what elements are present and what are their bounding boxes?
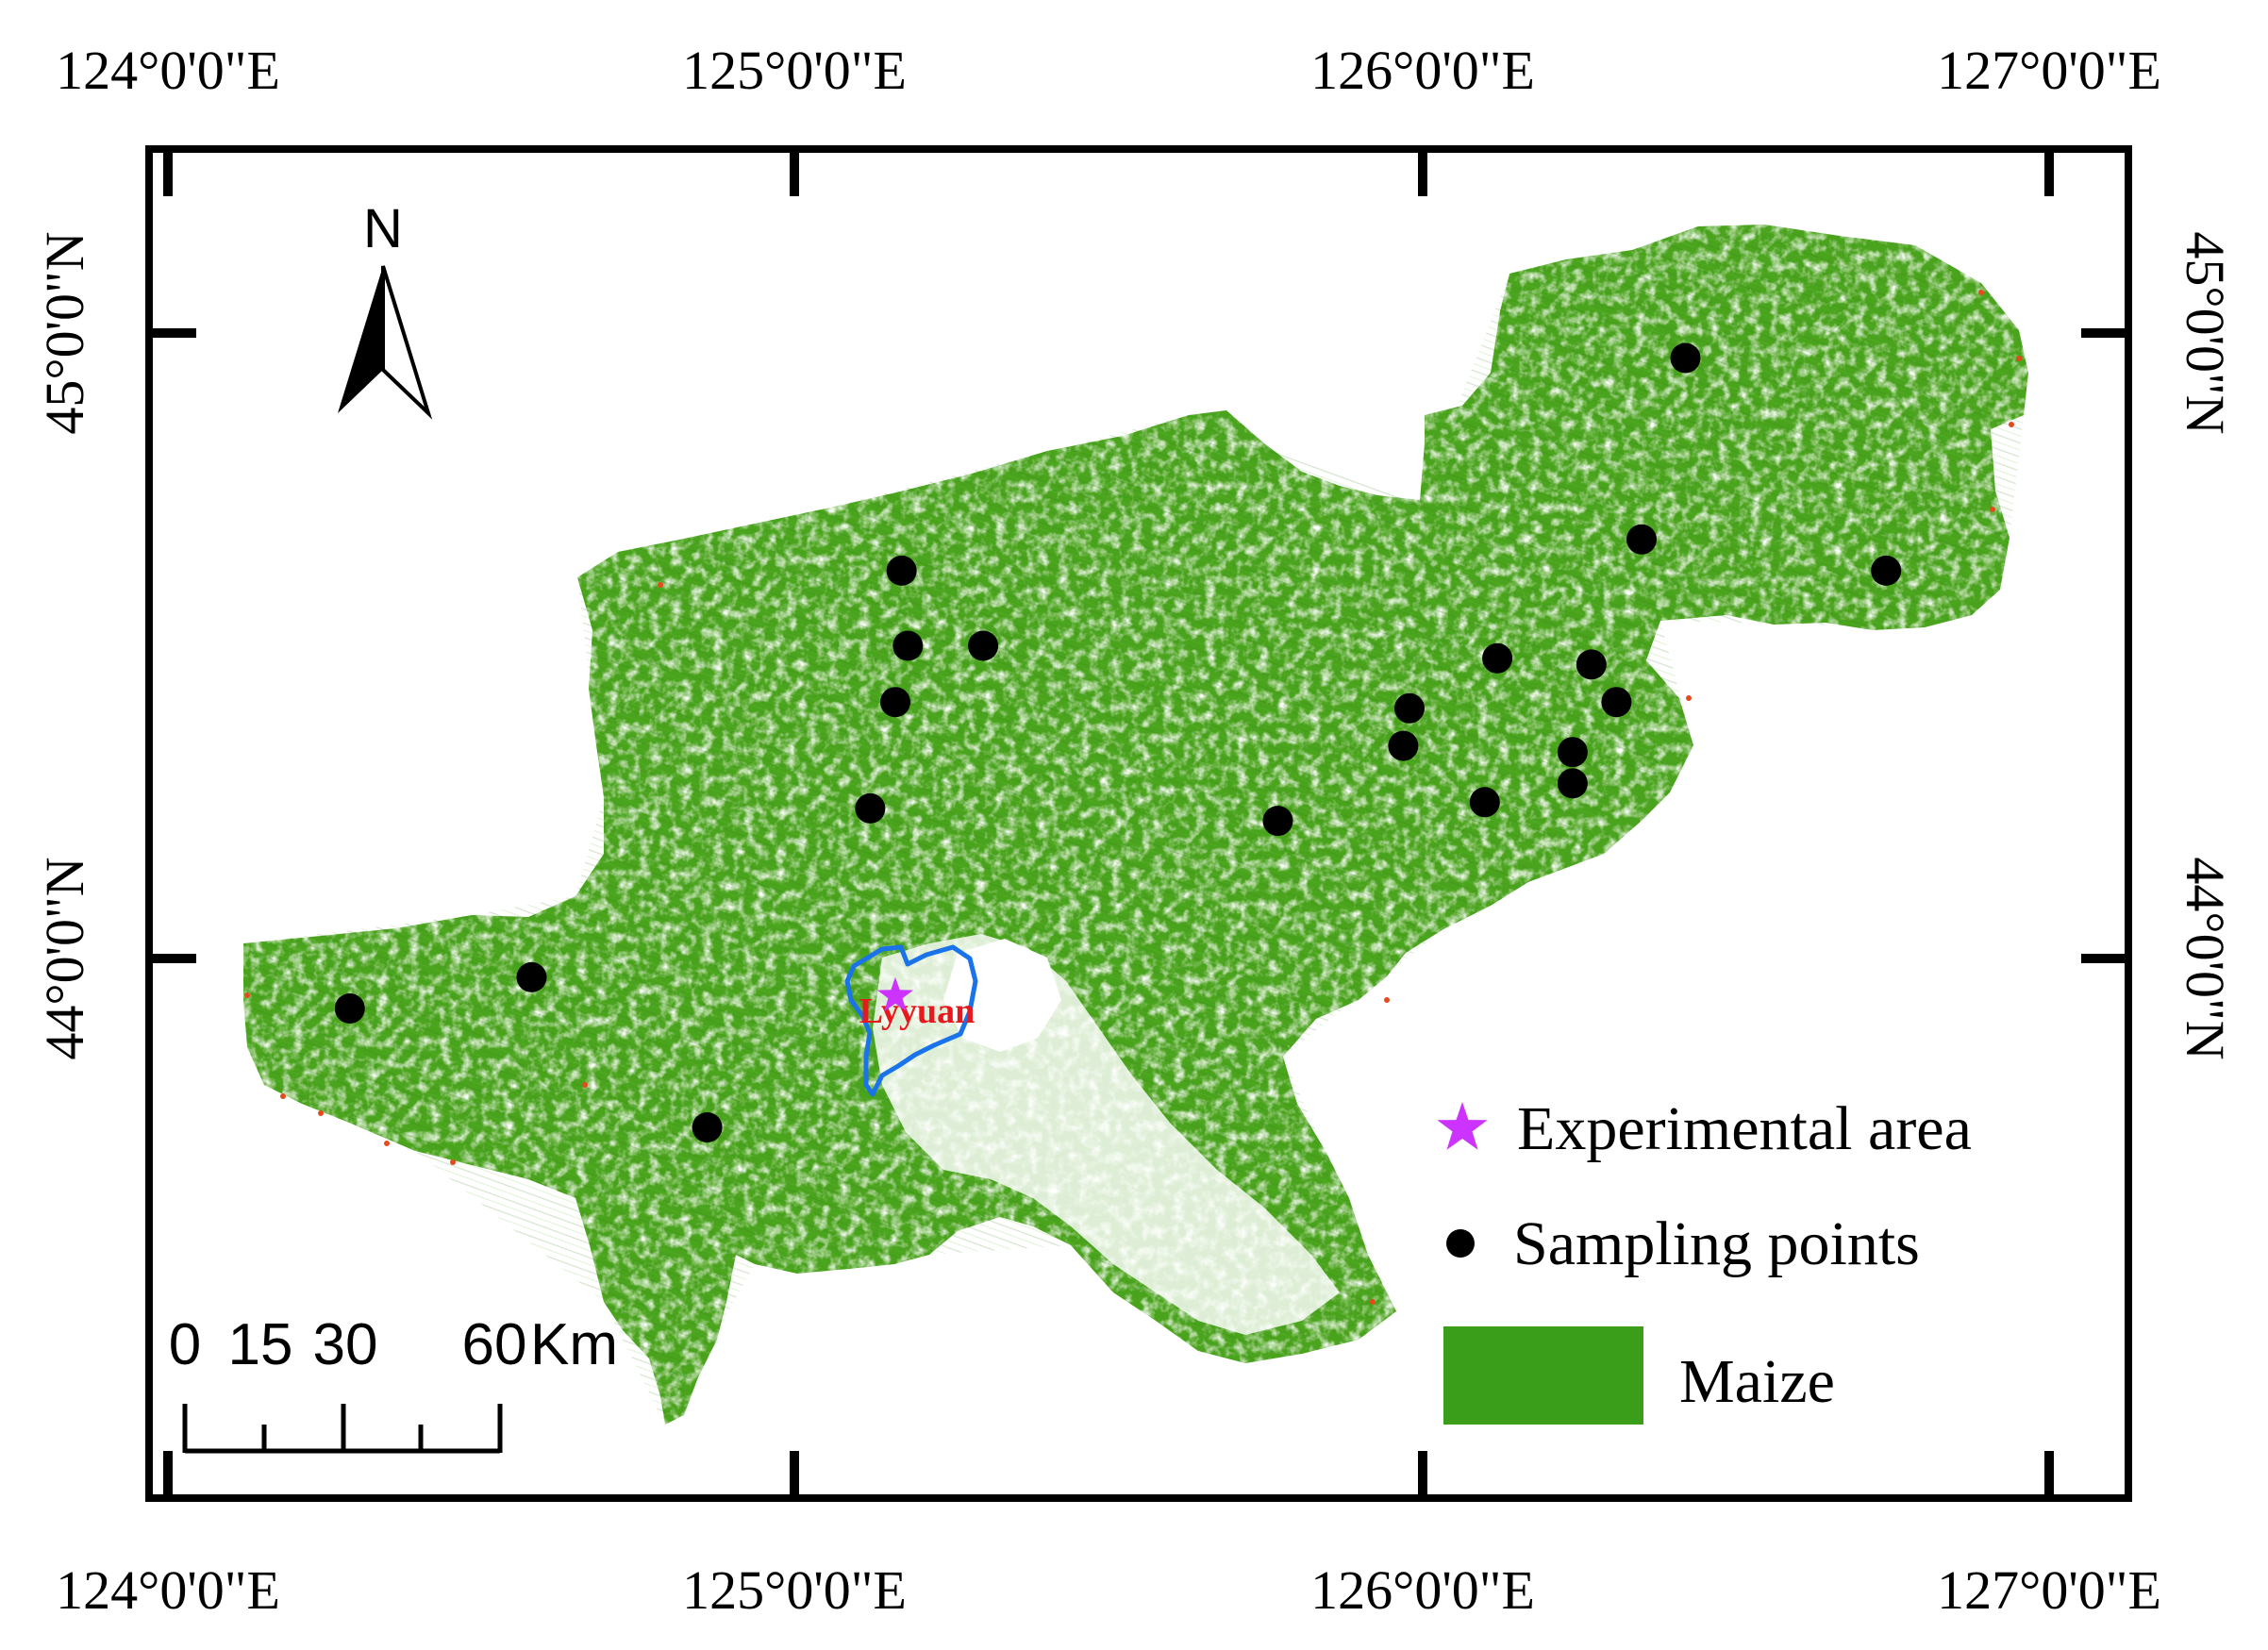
- sampling-point: [1601, 687, 1632, 718]
- bottom-label-126e: 126°0'0"E: [1310, 1559, 1535, 1621]
- scale-bar: 0 15 30 60 Km: [169, 1312, 618, 1454]
- top-label-126e: 126°0'0"E: [1310, 40, 1535, 101]
- top-label-125e: 125°0'0"E: [682, 40, 907, 101]
- north-arrow-left-half: [338, 266, 383, 413]
- sampling-point: [892, 630, 924, 661]
- map-frame: [145, 145, 2132, 1502]
- scale-label-30: 30: [313, 1312, 378, 1377]
- scale-label-60: 60: [462, 1312, 527, 1377]
- scale-label-0: 0: [169, 1312, 201, 1377]
- sampling-point: [1394, 692, 1425, 724]
- right-label-45n: 45°0'0"N: [2175, 231, 2236, 434]
- experimental-site-star: [877, 976, 913, 1011]
- experimental-area-boundary: [844, 944, 978, 1097]
- bottom-label-124e: 124°0'0"E: [56, 1559, 280, 1621]
- north-arrow-right-half: [381, 265, 433, 420]
- legend: Experimental area Sampling points Maize: [1437, 1094, 1972, 1425]
- left-label-44n: 44°0'0"N: [34, 857, 95, 1059]
- north-arrow-label: N: [363, 198, 403, 259]
- sampling-point: [334, 993, 365, 1024]
- left-coordinate-labels: 45°0'0"N 44°0'0"N: [34, 231, 95, 1059]
- sampling-point: [1262, 806, 1293, 837]
- sampling-point: [1626, 524, 1657, 555]
- sampling-point: [880, 687, 910, 718]
- maize-region: [243, 225, 2028, 1425]
- legend-point-icon: [1446, 1229, 1475, 1258]
- sampling-point: [1482, 642, 1513, 674]
- frame-ticks: [149, 149, 2128, 1498]
- legend-label-experimental-area: Experimental area: [1517, 1094, 1972, 1163]
- legend-maize-swatch: [1443, 1326, 1643, 1425]
- sampling-point: [1557, 737, 1588, 768]
- north-arrow: N: [338, 198, 433, 420]
- scale-label-15: 15: [228, 1312, 293, 1377]
- bottom-label-125e: 125°0'0"E: [682, 1559, 907, 1621]
- top-label-127e: 127°0'0"E: [1937, 40, 2161, 101]
- top-label-124e: 124°0'0"E: [56, 40, 280, 101]
- bottom-coordinate-labels: 124°0'0"E 125°0'0"E 126°0'0"E 127°0'0"E: [56, 1559, 2161, 1621]
- top-coordinate-labels: 124°0'0"E 125°0'0"E 126°0'0"E 127°0'0"E: [56, 40, 2161, 101]
- sampling-point: [855, 792, 886, 824]
- right-coordinate-labels: 45°0'0"N 44°0'0"N: [2175, 231, 2236, 1059]
- sampling-point: [1670, 342, 1701, 374]
- scale-unit: Km: [530, 1312, 618, 1377]
- sampling-point: [968, 630, 999, 661]
- legend-label-maize: Maize: [1679, 1347, 1835, 1416]
- sampling-points: [334, 342, 1902, 1142]
- legend-label-sampling-points: Sampling points: [1513, 1209, 1920, 1278]
- sampling-point: [516, 961, 547, 992]
- experimental-area-label: Lyyuan: [859, 992, 976, 1031]
- sampling-point: [1557, 768, 1588, 799]
- sampling-point: [692, 1112, 723, 1142]
- sampling-point: [1871, 555, 1902, 586]
- left-label-45n: 45°0'0"N: [34, 231, 95, 434]
- sampling-point: [1469, 787, 1500, 818]
- sampling-point: [886, 555, 917, 586]
- boundary-edge-speckles: [244, 290, 2022, 1305]
- legend-star-icon: [1437, 1102, 1488, 1150]
- sampling-point: [1388, 730, 1419, 761]
- right-label-44n: 44°0'0"N: [2175, 857, 2236, 1059]
- experimental-site: [877, 976, 913, 1011]
- sampling-point: [1576, 649, 1607, 680]
- bottom-label-127e: 127°0'0"E: [1937, 1559, 2161, 1621]
